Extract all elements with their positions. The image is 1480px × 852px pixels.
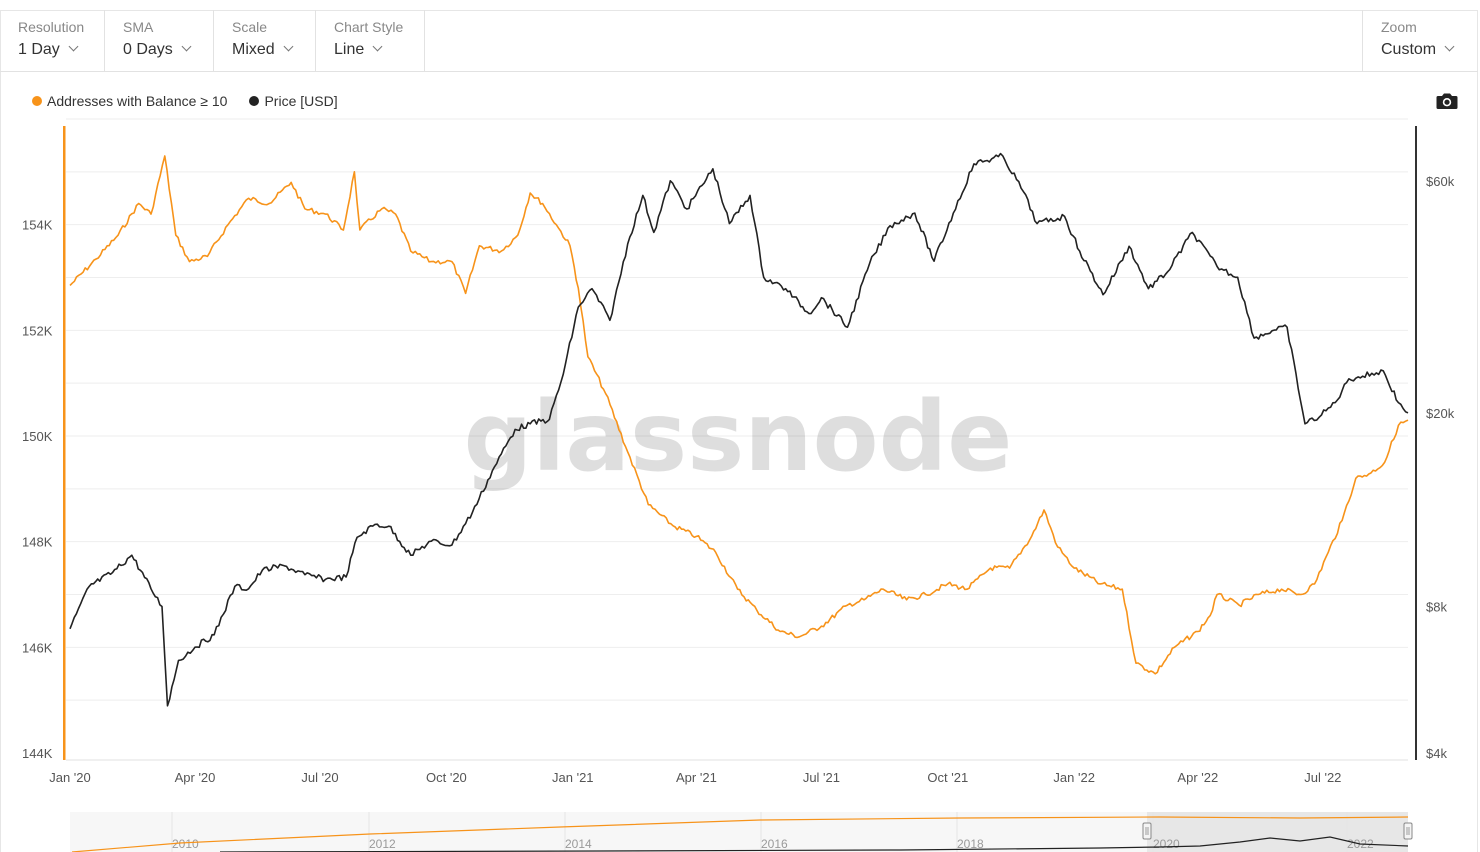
chart-panel: [0, 10, 1478, 852]
y-right-axis-line: [1415, 126, 1417, 760]
y-right-tick-label: $20k: [1426, 406, 1455, 421]
legend-label-price: Price [USD]: [264, 93, 338, 109]
zoom-value: Custom: [1381, 41, 1437, 58]
navigator-tick-label: 2010: [172, 837, 199, 851]
navigator-tick-label: 2018: [957, 837, 984, 851]
y-right-tick-label: $8k: [1426, 600, 1447, 615]
x-tick-label: Jul '21: [803, 770, 840, 785]
chart-legend: Addresses with Balance ≥ 10 Price [USD]: [32, 93, 338, 109]
x-tick-label: Oct '20: [426, 770, 467, 785]
x-tick-label: Jan '21: [552, 770, 594, 785]
navigator-selected-range: [1147, 812, 1408, 852]
x-tick-label: Jul '22: [1304, 770, 1341, 785]
y-right-tick-label: $60k: [1426, 174, 1455, 189]
series-line-addresses: [69, 155, 1409, 675]
scale-value: Mixed: [232, 41, 275, 58]
chart-style-value: Line: [334, 41, 365, 58]
resolution-dropdown[interactable]: Resolution 1 Day: [0, 10, 105, 71]
chart-style-label: Chart Style: [334, 19, 404, 35]
y-left-axis-line: [63, 126, 66, 760]
resolution-label: Resolution: [18, 19, 85, 35]
camera-icon[interactable]: [1436, 92, 1458, 110]
x-tick-label: Jul '20: [301, 770, 338, 785]
x-tick-label: Oct '21: [927, 770, 968, 785]
scale-dropdown[interactable]: Scale Mixed: [214, 10, 316, 71]
zoom-dropdown[interactable]: Zoom Custom: [1362, 10, 1478, 71]
range-navigator[interactable]: 2010 2012 2014 2016 2018 2020 2022: [70, 812, 1413, 852]
navigator-tick-label: 2016: [761, 837, 788, 851]
resolution-value: 1 Day: [18, 41, 60, 58]
legend-item-addresses[interactable]: Addresses with Balance ≥ 10: [32, 93, 227, 109]
x-tick-label: Jan '20: [49, 770, 91, 785]
sma-dropdown[interactable]: SMA 0 Days: [105, 10, 214, 71]
series-line-price: [69, 152, 1409, 707]
zoom-label: Zoom: [1381, 19, 1417, 35]
x-tick-label: Jan '22: [1053, 770, 1095, 785]
navigator-right-handle[interactable]: [1403, 822, 1413, 840]
navigator-tick-label: 2012: [369, 837, 396, 851]
navigator-tick-label: 2014: [565, 837, 592, 851]
y-left-tick-label: 144K: [22, 746, 53, 761]
watermark: glassnode: [464, 381, 1013, 493]
scale-label: Scale: [232, 19, 268, 35]
navigator-line-price: [219, 836, 1409, 852]
y-right-tick-label: $4k: [1426, 746, 1447, 761]
tick-labels: 144K 146K 148K 150K 152K 154K $4k $8k $20k $60k Ja…: [22, 174, 1455, 785]
navigator-left-handle[interactable]: [1142, 822, 1152, 840]
series-layer: [69, 152, 1409, 707]
y-left-tick-label: 152K: [22, 323, 53, 338]
navigator-line-addresses: [71, 816, 1409, 852]
x-tick-label: Apr '22: [1177, 770, 1218, 785]
sma-label: SMA: [123, 19, 154, 35]
sma-value: 0 Days: [123, 41, 173, 58]
legend-item-price[interactable]: Price [USD]: [249, 93, 338, 109]
chart-toolbar: Resolution 1 Day SMA 0 Days Scale Mixed …: [0, 10, 1478, 72]
y-left-tick-label: 146K: [22, 640, 53, 655]
x-tick-label: Apr '21: [676, 770, 717, 785]
legend-dot-price: [249, 96, 260, 106]
x-tick-label: Apr '20: [175, 770, 216, 785]
y-left-tick-label: 148K: [22, 535, 53, 550]
axes: [63, 126, 1417, 760]
y-left-tick-label: 154K: [22, 218, 53, 233]
legend-dot-addresses: [32, 96, 42, 106]
chart-style-dropdown[interactable]: Chart Style Line: [316, 10, 425, 71]
y-left-tick-label: 150K: [22, 429, 53, 444]
navigator-tick-label: 2020: [1153, 837, 1180, 851]
legend-label-addresses: Addresses with Balance ≥ 10: [47, 93, 228, 109]
grid-lines: [66, 118, 1408, 761]
